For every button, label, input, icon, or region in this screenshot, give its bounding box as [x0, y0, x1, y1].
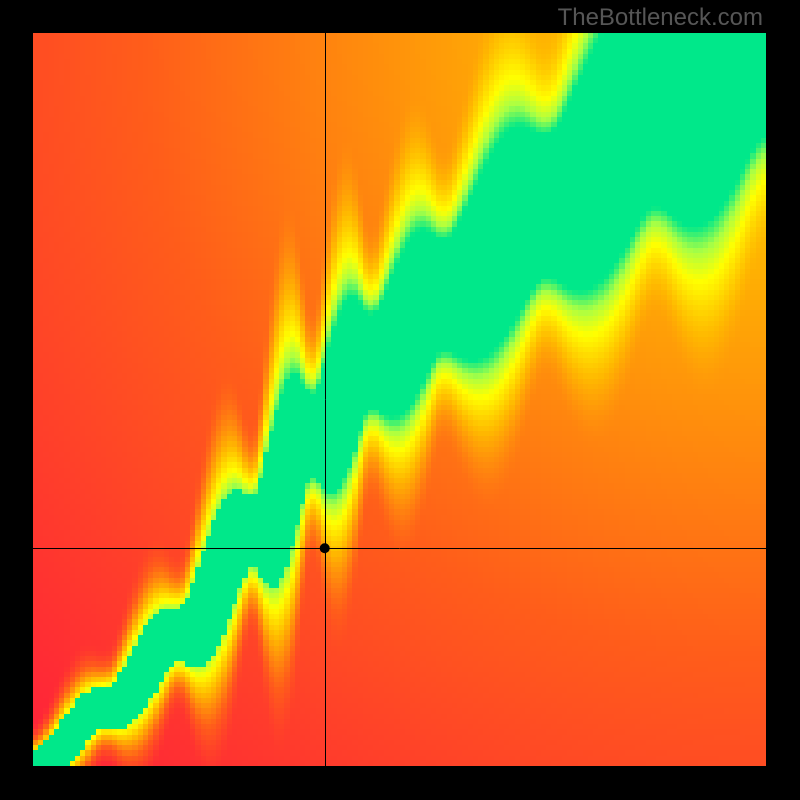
watermark-text: TheBottleneck.com [558, 4, 763, 32]
border-right [766, 0, 800, 800]
border-bottom [0, 766, 800, 800]
bottleneck-heatmap [33, 33, 766, 766]
border-left [0, 0, 33, 800]
